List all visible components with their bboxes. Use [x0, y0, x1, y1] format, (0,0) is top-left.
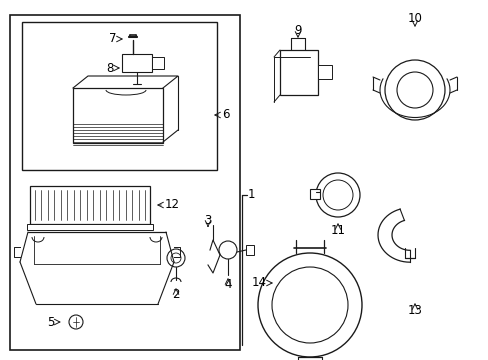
Bar — [73, 88, 163, 143]
Bar — [22, 22, 217, 170]
Bar — [245, 245, 253, 255]
Text: 14: 14 — [251, 276, 266, 289]
Bar — [122, 54, 152, 72]
Bar — [152, 57, 163, 69]
Circle shape — [69, 315, 83, 329]
Text: 13: 13 — [407, 303, 422, 316]
Text: 6: 6 — [222, 108, 229, 122]
Circle shape — [271, 267, 347, 343]
Text: 5: 5 — [47, 315, 55, 328]
Bar — [317, 65, 331, 79]
Circle shape — [396, 72, 432, 108]
Text: 2: 2 — [172, 288, 180, 302]
Bar — [27, 224, 153, 230]
Bar — [309, 189, 319, 199]
Text: 7: 7 — [109, 32, 117, 45]
Text: 8: 8 — [106, 62, 114, 75]
Text: 12: 12 — [164, 198, 180, 211]
Text: 4: 4 — [224, 279, 231, 292]
Circle shape — [167, 249, 184, 267]
Bar — [280, 50, 317, 95]
Bar — [30, 186, 150, 224]
Text: 11: 11 — [330, 224, 345, 237]
Text: 10: 10 — [407, 12, 422, 24]
Circle shape — [219, 241, 237, 259]
Circle shape — [323, 180, 352, 210]
Circle shape — [258, 253, 361, 357]
Circle shape — [315, 173, 359, 217]
Circle shape — [384, 60, 444, 120]
Text: 1: 1 — [247, 189, 255, 202]
Text: 9: 9 — [294, 23, 301, 36]
Bar — [10, 15, 240, 350]
Circle shape — [171, 253, 181, 263]
Text: 3: 3 — [204, 215, 211, 228]
